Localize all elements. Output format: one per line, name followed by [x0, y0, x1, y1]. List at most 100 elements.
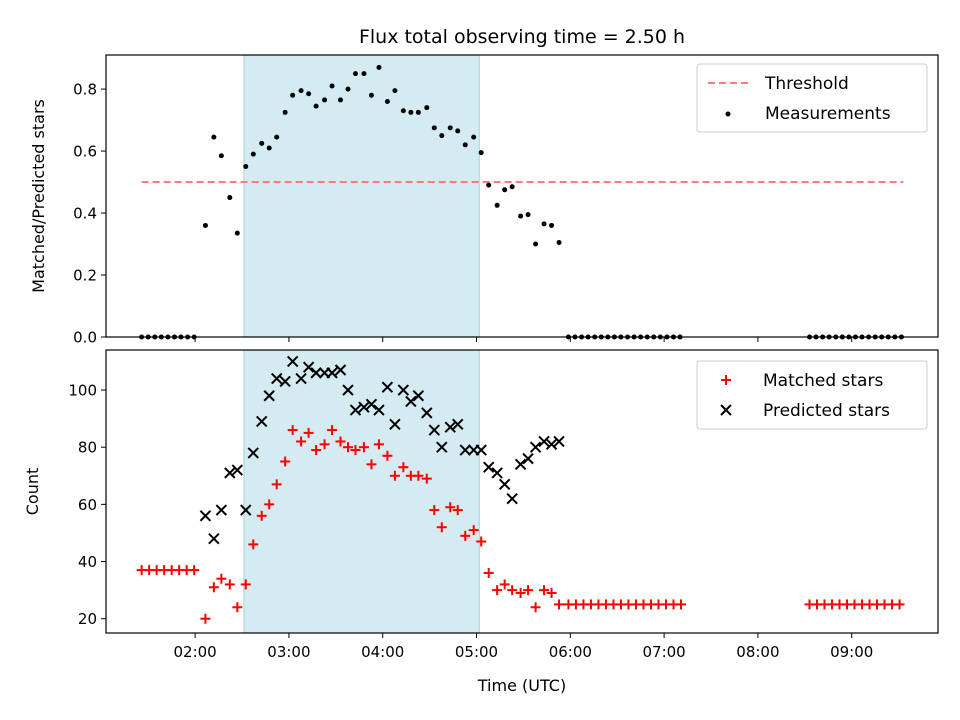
- cross-b: [436, 441, 448, 453]
- top-ytick-label: 0.2: [73, 267, 97, 285]
- predicted-star-point: [397, 384, 410, 396]
- predicted-star-point: [514, 458, 527, 471]
- predicted-star-point: [475, 444, 487, 456]
- legend-matched-label: Matched stars: [763, 371, 883, 391]
- bot-xtick-label: 06:00: [549, 643, 592, 661]
- matched-star-point: [445, 502, 456, 513]
- cross-b: [240, 504, 252, 516]
- measurement-point: [431, 125, 437, 131]
- measurement-point: [329, 83, 335, 89]
- bot-xtick-label: 08:00: [736, 643, 779, 661]
- measurement-point: [218, 153, 224, 159]
- predicted-star-point: [224, 467, 236, 479]
- matched-star-point: [436, 522, 447, 533]
- matched-star-point: [429, 505, 440, 516]
- cross-b: [389, 418, 401, 431]
- predicted-star-point: [231, 464, 244, 476]
- cross-b: [553, 435, 565, 448]
- predicted-star-point: [365, 398, 378, 411]
- predicted-star-point: [302, 361, 315, 373]
- measurement-point: [478, 150, 484, 156]
- measurement-point: [502, 187, 508, 193]
- matched-star-point: [200, 613, 211, 624]
- matched-star-point: [224, 579, 235, 590]
- cross-b: [720, 404, 732, 416]
- predicted-star-point: [498, 478, 511, 491]
- cross-b: [452, 418, 464, 431]
- predicted-star-point: [215, 504, 228, 516]
- predicted-star-point: [553, 435, 565, 448]
- measurement-point: [243, 164, 249, 170]
- measurement-point: [462, 142, 468, 148]
- count-panel-frame: [105, 349, 939, 634]
- matched-star-point: [366, 459, 377, 470]
- bot-xtick-label: 03:00: [267, 643, 310, 661]
- count-panel: 20 40 60 80 100 02:00 03:00 04:00 05:00 06:00 07:…: [23, 349, 939, 695]
- cross-b: [421, 407, 433, 419]
- measurement-point: [509, 184, 515, 190]
- matched-star-point: [476, 536, 487, 547]
- cross-b: [342, 384, 354, 396]
- matched-star-point: [894, 599, 905, 610]
- matched-star-point: [523, 585, 534, 596]
- bot-xtick-label: 04:00: [361, 643, 404, 661]
- count-y-ticks: 20 40 60 80 100: [68, 382, 106, 628]
- predicted-star-point: [263, 390, 275, 402]
- predicted-star-point: [255, 415, 268, 428]
- top-ytick-label: 0.6: [73, 143, 97, 161]
- measurement-point: [455, 128, 461, 134]
- ratio-x-ticks: [194, 337, 853, 342]
- matched-star-point: [335, 436, 346, 447]
- matched-star-point: [530, 602, 541, 613]
- cross-b: [247, 447, 259, 459]
- predicted-star-point: [271, 372, 283, 385]
- measurement-point: [415, 109, 421, 115]
- measurement-point: [384, 98, 390, 104]
- predicted-star-point: [381, 381, 394, 393]
- predicted-star-point: [412, 390, 425, 402]
- measurement-point: [306, 91, 312, 97]
- matched-star-point: [460, 530, 471, 541]
- cross-b: [514, 458, 527, 471]
- top-ytick-label: 0.4: [73, 205, 97, 223]
- measurement-point: [556, 239, 562, 245]
- matched-star-point: [303, 427, 314, 438]
- matched-star-point: [189, 565, 200, 576]
- cross-b: [263, 390, 275, 402]
- measurement-point: [408, 109, 414, 115]
- ratio-y-axis-label: Matched/Predicted stars: [29, 99, 48, 293]
- cross-b: [215, 504, 228, 516]
- predicted-star-point: [326, 367, 338, 379]
- cross-b: [428, 424, 441, 436]
- matched-star-point: [240, 579, 251, 590]
- measurement-point: [274, 134, 280, 140]
- predicted-star-point: [538, 435, 550, 448]
- cross-b: [529, 441, 542, 453]
- predicted-star-point: [491, 467, 503, 479]
- matched-star-point: [319, 439, 330, 450]
- matched-star-point: [280, 456, 291, 467]
- bot-xtick-label: 09:00: [830, 643, 873, 661]
- ratio-legend: Threshold Measurements: [696, 63, 928, 133]
- bot-ytick-label: 100: [68, 382, 97, 400]
- measurement-point: [227, 195, 233, 201]
- measurement-point: [525, 212, 531, 218]
- bot-ytick-label: 20: [78, 610, 97, 628]
- predicted-star-point: [240, 504, 252, 516]
- cross-b: [326, 367, 338, 379]
- legend-threshold-label: Threshold: [764, 74, 849, 94]
- measurement-point: [541, 221, 547, 227]
- predicted-star-point: [373, 404, 385, 416]
- matched-star-point: [452, 505, 463, 516]
- count-legend-box: [696, 360, 928, 430]
- matched-star-point: [507, 585, 518, 596]
- legend-measurements-swatch: [725, 111, 731, 117]
- matched-star-point: [554, 599, 565, 610]
- cross-b: [506, 492, 518, 505]
- measurement-point: [266, 145, 272, 151]
- legend-predicted-swatch: [720, 404, 732, 416]
- matched-star-point: [546, 587, 557, 598]
- matched-star-point: [515, 587, 526, 598]
- matched-star-point: [248, 539, 259, 550]
- cross-b: [405, 395, 417, 408]
